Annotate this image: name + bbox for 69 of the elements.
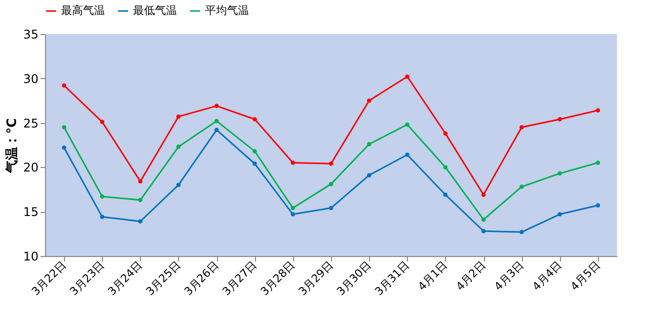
point	[252, 162, 257, 166]
point	[328, 162, 334, 166]
point	[367, 98, 372, 103]
point	[558, 212, 562, 216]
point	[367, 173, 372, 178]
point	[290, 206, 295, 210]
point	[290, 212, 295, 216]
x-tick-label: 3月30日	[334, 258, 374, 298]
point	[100, 214, 104, 220]
y-tick-label: 15	[23, 205, 38, 220]
legend-label: 平均气温	[205, 4, 249, 17]
x-tick-label: 3月24日	[105, 258, 146, 298]
point	[138, 179, 142, 184]
point	[252, 117, 257, 122]
point	[214, 118, 219, 124]
point	[176, 114, 181, 119]
point	[176, 144, 181, 149]
x-tick-label: 4月1日	[415, 258, 450, 294]
point	[252, 149, 257, 154]
point	[328, 182, 334, 186]
y-axis-title: 气温：℃	[5, 118, 20, 174]
y-tick-label: 25	[23, 116, 38, 130]
point	[62, 125, 66, 130]
point	[328, 206, 334, 210]
point	[596, 203, 600, 208]
point	[405, 122, 410, 127]
y-tick-label: 20	[23, 160, 38, 175]
point	[405, 74, 410, 79]
point	[100, 194, 104, 199]
x-tick-label: 3月27日	[220, 258, 260, 298]
point	[596, 108, 600, 112]
point	[443, 192, 448, 197]
point	[481, 192, 486, 197]
x-tick-label: 3月25日	[144, 258, 184, 298]
point	[138, 198, 142, 202]
x-tick-label: 3月26日	[182, 258, 222, 298]
x-tick-label: 3月31日	[372, 258, 412, 298]
point	[176, 182, 181, 188]
point	[62, 83, 66, 88]
x-tick-label: 3月29日	[296, 258, 336, 298]
point	[405, 152, 410, 157]
point	[214, 128, 219, 132]
point	[481, 229, 486, 234]
point	[367, 142, 372, 146]
y-tick-label: 30	[23, 72, 38, 86]
x-tick-label: 4月4日	[530, 258, 565, 294]
legend-label: 最低气温	[133, 4, 177, 17]
point	[62, 146, 66, 150]
point	[558, 117, 562, 122]
y-tick-label: 35	[23, 28, 38, 42]
point	[443, 131, 448, 136]
x-tick-label: 4月5日	[568, 258, 603, 294]
point	[520, 184, 524, 189]
legend-label: 最高气温	[61, 4, 105, 17]
point	[290, 160, 295, 165]
point	[596, 160, 600, 165]
point	[520, 125, 524, 130]
y-tick-label: 10	[23, 250, 38, 264]
point	[443, 165, 448, 170]
point	[558, 171, 562, 176]
x-tick-label: 3月23日	[67, 258, 107, 298]
point	[100, 120, 104, 124]
point	[138, 219, 142, 224]
point	[481, 217, 486, 222]
x-tick-label: 4月3日	[492, 258, 526, 294]
x-tick-label: 3月28日	[258, 258, 298, 298]
x-tick-label: 4月2日	[454, 258, 488, 294]
point	[214, 104, 219, 108]
point	[520, 230, 524, 234]
